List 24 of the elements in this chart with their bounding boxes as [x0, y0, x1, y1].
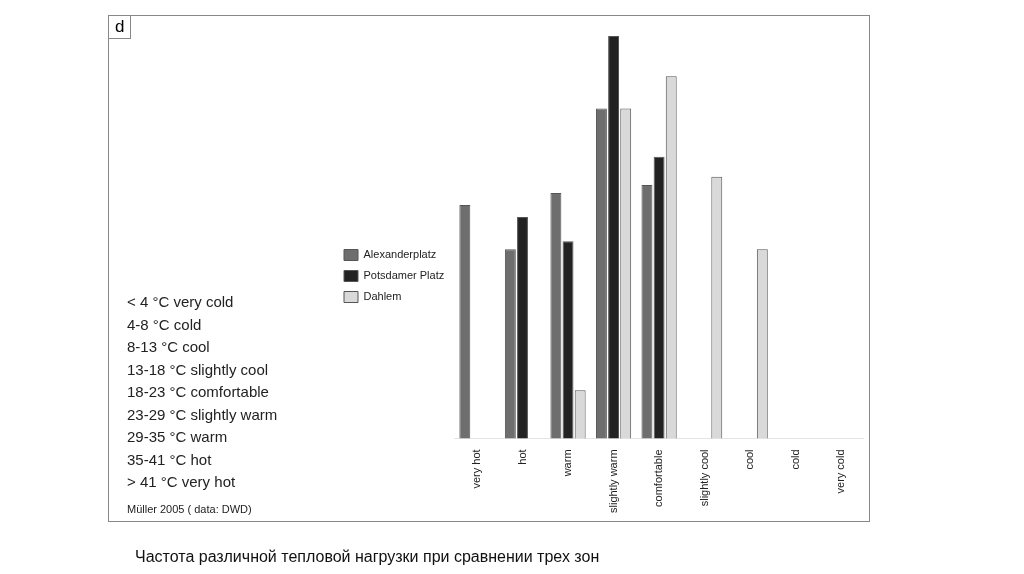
text: > 41 °C very hot [127, 472, 237, 492]
legend-label: Potsdamer Platz [363, 269, 445, 282]
text: Müller 2005 ( data: DWD) [127, 501, 253, 517]
text: 8-13 °C cool [127, 337, 211, 357]
x-tick-label: hot [515, 449, 528, 465]
text: < 4 °C very cold [127, 292, 235, 312]
x-tick-label: comfortable [652, 449, 665, 507]
x-tick-label: very hot [470, 449, 482, 489]
text: 29-35 °C warm [127, 427, 229, 447]
text: Частота различной тепловой нагрузки при сравнении трех зон [135, 548, 600, 566]
x-tick-label: cold [788, 449, 801, 470]
text: 23-29 °C slightly warm [127, 404, 278, 425]
x-tick-label: slightly cool [697, 449, 710, 507]
x-tick-label: very cold [834, 449, 847, 494]
text: 18-23 °C comfortable [127, 382, 270, 402]
x-tick-label: slightly warm [606, 449, 619, 514]
x-tick-label: warm [561, 449, 574, 478]
text: 35-41 °C hot [127, 449, 213, 470]
legend-label: Alexanderplatz [363, 248, 437, 261]
x-tick-label: cool [743, 449, 756, 470]
legend-label: Dahlem [363, 290, 402, 303]
text: 13-18 °C slightly cool [127, 359, 270, 380]
text: 4-8 °C cold [127, 314, 203, 335]
text: d [109, 16, 132, 39]
